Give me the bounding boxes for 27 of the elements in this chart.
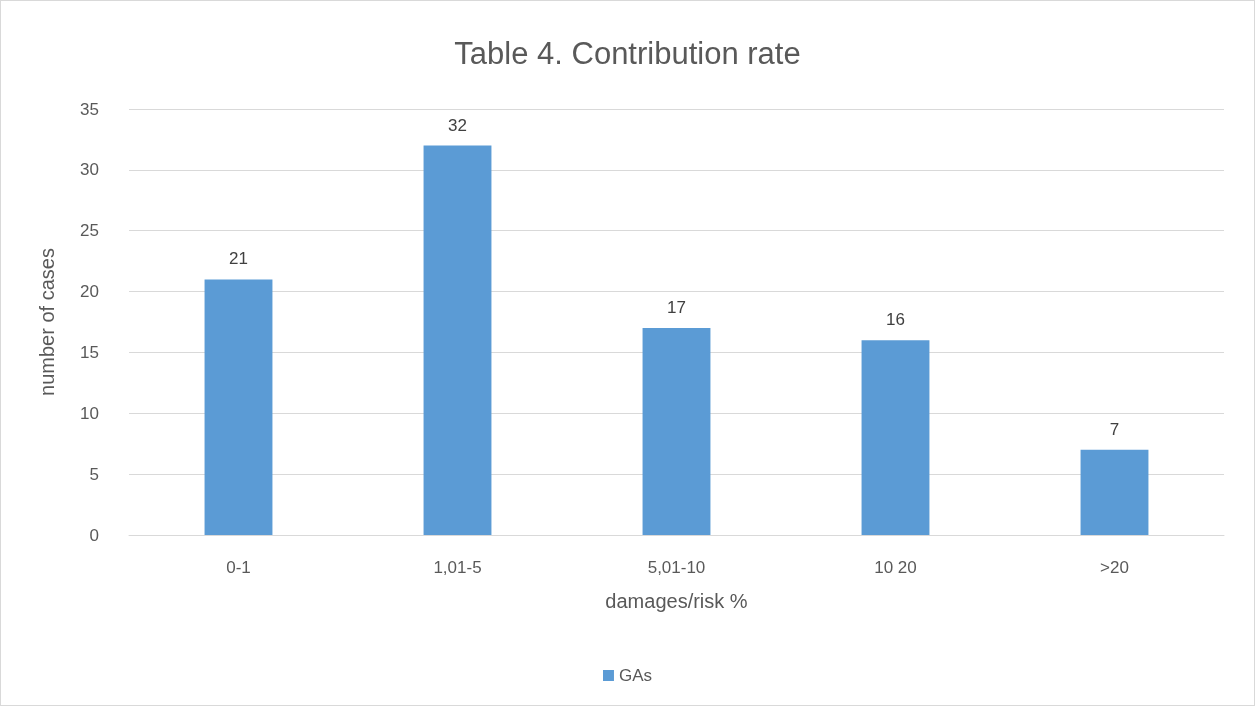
y-axis-title: number of cases <box>36 248 58 396</box>
y-tick-label: 20 <box>80 282 99 302</box>
x-tick-label: 5,01-10 <box>647 558 706 577</box>
data-label: 21 <box>229 249 248 269</box>
data-label: 17 <box>667 298 686 318</box>
y-tick-label: 0 <box>89 525 99 545</box>
x-tick-label: 0-1 <box>226 558 251 577</box>
y-tick-label: 35 <box>80 99 99 119</box>
data-label: 16 <box>886 310 905 330</box>
data-label: 32 <box>448 115 467 135</box>
bar <box>423 145 492 535</box>
chart-title: Table 4. Contribution rate <box>454 36 801 71</box>
x-tick-label: 1,01-5 <box>433 558 482 577</box>
x-tick-label: 10 20 <box>874 558 917 577</box>
bar <box>642 328 711 535</box>
bar <box>204 279 273 535</box>
bar <box>1080 449 1149 535</box>
y-tick-label: 15 <box>80 342 99 362</box>
legend-label: GAs <box>618 666 653 685</box>
y-tick-label: 5 <box>89 464 99 484</box>
y-tick-label: 25 <box>80 221 99 241</box>
x-axis-title: damages/risk % <box>605 590 748 612</box>
x-tick-label: >20 <box>1100 558 1129 577</box>
y-tick-label: 10 <box>80 403 99 423</box>
data-label: 7 <box>1109 419 1120 439</box>
y-tick-label: 30 <box>80 160 99 180</box>
bar <box>861 340 930 535</box>
